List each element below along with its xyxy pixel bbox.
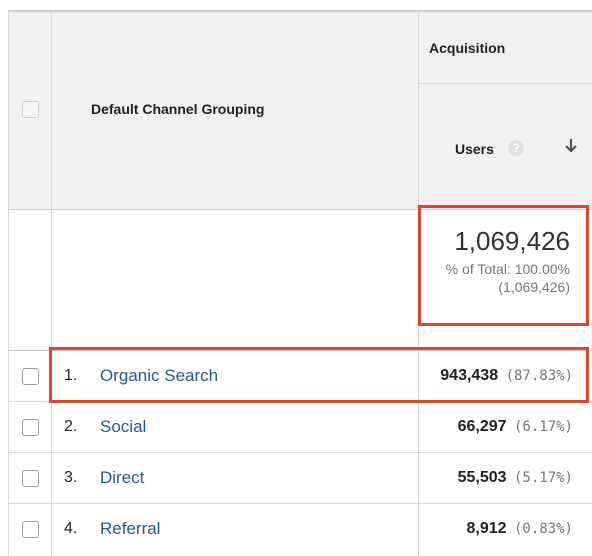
users-percent: (87.83%): [505, 368, 573, 384]
row-rank: 2.: [64, 418, 78, 435]
checkbox-column-divider: [51, 12, 52, 556]
row-divider: [8, 452, 592, 453]
table-row: 1. Organic Search 943,438 (87.83%): [8, 351, 592, 401]
users-value-cell: 8,912 (0.83%): [466, 504, 573, 554]
users-percent: (0.83%): [513, 521, 573, 537]
users-value-cell: 66,297 (6.17%): [458, 402, 573, 452]
users-percent: (5.17%): [513, 470, 573, 486]
row-checkbox[interactable]: [22, 470, 39, 487]
group-header-divider: [418, 83, 592, 84]
totals-bottom-border: [8, 350, 592, 351]
users-value: 8,912: [466, 520, 507, 537]
row-checkbox[interactable]: [22, 419, 39, 436]
header-bottom-border: [8, 209, 592, 210]
row-checkbox[interactable]: [22, 368, 39, 385]
acquisition-group-header: Acquisition: [429, 40, 506, 56]
row-rank: 3.: [64, 469, 78, 486]
users-value: 66,297: [457, 418, 507, 435]
row-divider: [8, 503, 592, 504]
arrow-down-icon[interactable]: [564, 137, 578, 155]
users-value-cell: 55,503 (5.17%): [458, 453, 573, 503]
users-value-cell: 943,438 (87.83%): [440, 351, 573, 401]
dimension-header[interactable]: Default Channel Grouping: [91, 101, 265, 117]
row-rank: 1.: [64, 367, 78, 384]
users-value: 943,438: [440, 367, 499, 384]
channel-link-social[interactable]: Social: [100, 417, 147, 436]
table-row: 3. Direct 55,503 (5.17%): [8, 453, 592, 503]
table-top-border: [8, 10, 592, 12]
percent-of-total: % of Total: 100.00%: [445, 261, 570, 277]
users-percent: (6.17%): [513, 419, 573, 435]
total-absolute: (1,069,426): [498, 279, 570, 295]
table-header: [8, 12, 592, 209]
table-left-border: [8, 12, 9, 556]
channel-link-organic-search[interactable]: Organic Search: [100, 366, 219, 385]
row-rank: 4.: [64, 520, 78, 537]
row-checkbox[interactable]: [22, 521, 39, 538]
select-all-checkbox[interactable]: [22, 101, 39, 118]
channel-link-referral[interactable]: Referral: [100, 519, 161, 538]
users-column-header[interactable]: Users: [455, 141, 494, 157]
channel-link-direct[interactable]: Direct: [100, 468, 145, 487]
help-icon[interactable]: ?: [508, 140, 524, 156]
users-total-value: 1,069,426: [454, 226, 570, 256]
table-row: 2. Social 66,297 (6.17%): [8, 402, 592, 452]
table-row: 4. Referral 8,912 (0.83%): [8, 504, 592, 554]
users-value: 55,503: [457, 469, 507, 486]
